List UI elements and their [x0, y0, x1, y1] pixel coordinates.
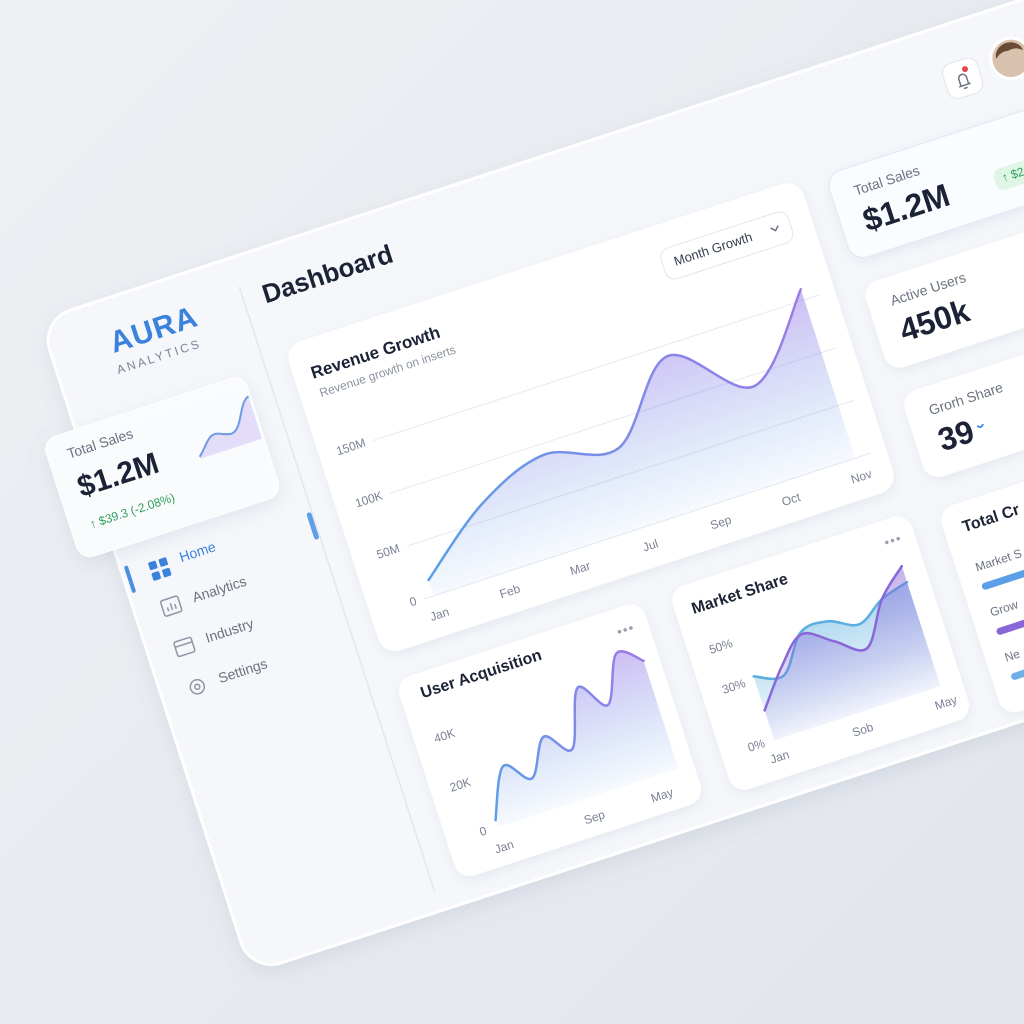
line: [494, 650, 645, 822]
area: [495, 651, 679, 828]
avatar-hair: [995, 42, 1023, 59]
sidebar-divider: [238, 286, 436, 892]
stat-card: [904, 299, 1024, 478]
y-tick-label: 50M: [375, 541, 401, 562]
x-tick-label: Oct: [780, 490, 803, 509]
notification-dot: [961, 66, 968, 73]
y-tick-label: 0%: [746, 736, 767, 755]
card-row: Ne: [1003, 646, 1022, 664]
bell-icon: [957, 73, 971, 90]
grid-line: [389, 347, 837, 494]
summary-sparkline: [198, 395, 250, 458]
area: [764, 566, 941, 741]
x-tick-label: Jan: [493, 837, 516, 856]
bell-button[interactable]: [940, 55, 985, 101]
x-tick-label: Feb: [498, 581, 522, 601]
line: [763, 564, 904, 712]
x-tick-label: Nov: [849, 467, 874, 487]
x-tick-label: Sep: [708, 512, 733, 532]
change-badge: [993, 154, 1024, 190]
filter-button[interactable]: [658, 209, 795, 281]
stat-card: [828, 79, 1024, 259]
line: [427, 287, 803, 582]
y-tick-label: 20K: [448, 775, 473, 795]
x-tick-label: Jan: [428, 605, 451, 624]
active-indicator: [124, 565, 136, 593]
y-tick-label: 40K: [432, 726, 457, 746]
x-tick-label: May: [933, 692, 959, 712]
more-icon: [885, 536, 900, 545]
x-tick-label: Mar: [568, 559, 592, 579]
summary-sparkline-fill: [199, 396, 263, 459]
area: [428, 289, 856, 596]
analytics-icon: [159, 595, 183, 617]
industry-icon: [173, 636, 196, 658]
x-tick-label: Jan: [768, 747, 791, 766]
chevron-icon: [770, 225, 779, 232]
y-tick-label: 0: [478, 824, 489, 840]
x-tick-label: Sep: [582, 807, 607, 827]
x-tick-label: Jul: [641, 536, 660, 554]
divider-indicator: [306, 512, 319, 540]
y-tick-label: 0: [408, 594, 419, 610]
home-icon: [148, 557, 172, 581]
grid-line: [372, 294, 820, 442]
more-icon: [617, 626, 633, 634]
stat-card: [865, 190, 1024, 368]
x-tick-label: Sob: [850, 720, 875, 740]
stat-change: ↑ $2: [1000, 164, 1024, 185]
settings-icon: [189, 678, 206, 695]
revenue-card: [288, 183, 894, 651]
summary-card: [45, 377, 280, 558]
x-tick-label: May: [649, 785, 675, 805]
check-icon: [976, 423, 984, 428]
